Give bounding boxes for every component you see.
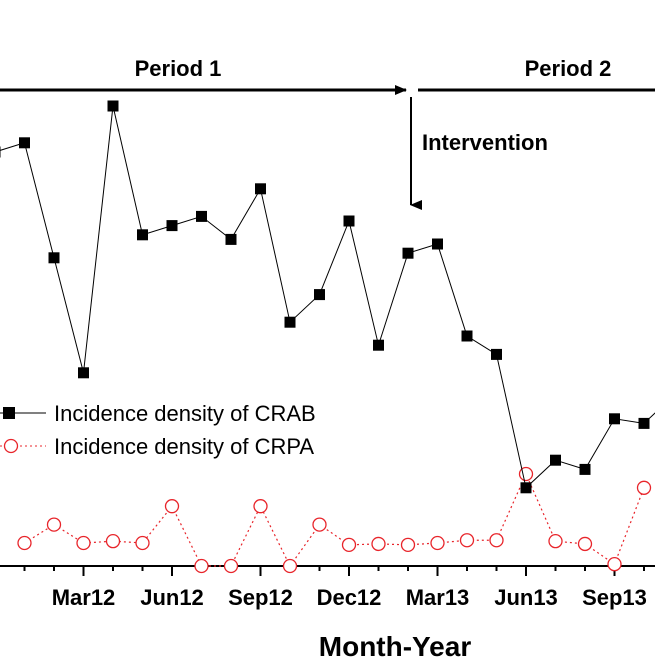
x-tick-label: Sep13: [582, 585, 647, 610]
crpa-point: [400, 537, 416, 552]
crab-point: [255, 183, 266, 195]
series-crab: [0, 100, 655, 494]
period2-label: Period 2: [525, 56, 612, 81]
crab-point: [491, 348, 502, 360]
crab-point: [166, 220, 178, 232]
x-tick-label: Dec12: [317, 585, 382, 610]
crab-point: [137, 229, 148, 241]
legend: Incidence density of CRAB Incidence dens…: [0, 401, 316, 459]
crab-point: [225, 233, 237, 245]
crpa-point: [341, 537, 357, 552]
intervention-label: Intervention: [422, 130, 548, 155]
legend-crab-marker: [3, 407, 15, 419]
crpa-point: [636, 480, 652, 495]
crpa-line: [24, 472, 645, 568]
crpa-point: [371, 536, 386, 552]
crab-point: [107, 100, 119, 112]
x-tick-label: Sep12: [228, 585, 293, 610]
crpa-point: [548, 534, 563, 549]
crpa-point: [518, 466, 534, 482]
crab-point: [343, 215, 355, 227]
crab-point: [638, 417, 650, 429]
crpa-point: [135, 535, 150, 551]
crpa-point: [194, 558, 209, 574]
x-tick-labels: Mar12Jun12Sep12Dec12Mar13Jun13Sep13D: [52, 585, 647, 610]
crpa-point: [76, 535, 91, 551]
legend-crpa-marker: [3, 438, 19, 454]
crpa-point: [164, 499, 180, 514]
crpa-point: [223, 558, 239, 574]
period1-label: Period 1: [135, 56, 222, 81]
crab-point: [550, 454, 561, 466]
crab-point: [314, 289, 325, 301]
crab-point: [48, 252, 60, 264]
crpa-point: [607, 557, 622, 572]
crab-point: [19, 137, 30, 149]
crpa-point: [489, 533, 504, 548]
crpa-point: [46, 517, 62, 532]
crpa-point: [253, 499, 268, 514]
crab-point: [402, 247, 414, 259]
crab-point: [0, 146, 1, 158]
x-tick-label: Mar12: [52, 585, 116, 610]
x-tick-label: Mar13: [406, 585, 470, 610]
crab-point: [284, 316, 296, 328]
crpa-point: [577, 536, 593, 552]
crab-point: [520, 482, 532, 494]
x-tick-label: Jun12: [140, 585, 204, 610]
legend-crab-label: Incidence density of CRAB: [54, 401, 316, 426]
crab-point: [196, 210, 207, 222]
crpa-point: [312, 517, 327, 532]
x-axis-title: Month-Year: [319, 631, 472, 658]
crpa-point: [282, 558, 298, 574]
crab-point: [461, 330, 473, 342]
x-tick-label: Jun13: [494, 585, 558, 610]
crab-point: [373, 339, 384, 351]
crpa-point: [459, 533, 475, 548]
crpa-point: [17, 535, 32, 551]
crpa-point: [105, 534, 121, 549]
x-ticks: [23, 566, 645, 576]
crab-point: [609, 413, 620, 425]
crpa-point: [430, 535, 445, 551]
crab-line: [0, 105, 655, 489]
crab-point: [432, 238, 443, 250]
crab-point: [579, 463, 591, 475]
series-crpa: [17, 466, 652, 574]
crab-point: [78, 367, 89, 379]
legend-crpa-label: Incidence density of CRPA: [54, 434, 314, 459]
